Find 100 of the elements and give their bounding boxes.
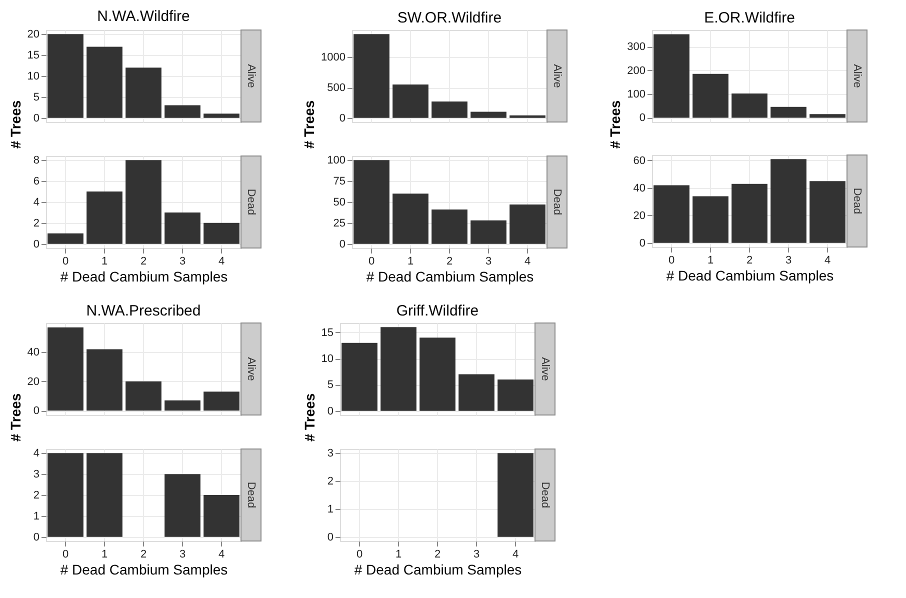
text: Dead <box>245 482 257 508</box>
y-tick-label: 0 <box>33 405 40 418</box>
bar <box>164 400 200 411</box>
bar <box>392 84 428 118</box>
bar <box>510 115 546 118</box>
y-tick-label: 300 <box>627 41 646 54</box>
y-tick-label: 0 <box>639 237 646 250</box>
x-tick-label: 2 <box>140 256 147 268</box>
y-tick-label: 20 <box>27 376 40 388</box>
chart-title: Griff.Wildfire <box>396 302 479 320</box>
bar <box>164 105 200 118</box>
bar <box>48 327 84 411</box>
y-tick-label: 8 <box>33 154 40 167</box>
bar <box>458 374 494 411</box>
text: Alive <box>245 64 257 88</box>
y-axis-title: # Trees <box>607 100 624 149</box>
x-tick-label: 3 <box>179 548 186 560</box>
x-tick-label: 0 <box>62 548 69 560</box>
bar <box>86 349 122 411</box>
x-axis-title: # Dead Cambium Samples <box>354 562 522 578</box>
y-tick-label: 0 <box>33 112 40 124</box>
y-tick-label: 60 <box>633 154 646 167</box>
y-tick-label: 0 <box>639 112 646 124</box>
y-tick-label: 40 <box>27 346 40 359</box>
x-tick-label: 2 <box>434 548 441 560</box>
y-tick-label: 200 <box>627 64 646 77</box>
x-tick-label: 2 <box>140 548 147 560</box>
y-tick-label: 0 <box>327 531 334 544</box>
text: Alive <box>539 357 551 381</box>
bar <box>432 101 468 118</box>
x-tick-label: 3 <box>473 548 480 560</box>
bar <box>342 342 378 411</box>
x-axis-title: # Dead Cambium Samples <box>60 268 228 284</box>
y-tick-label: 1 <box>33 510 40 522</box>
y-tick-label: 100 <box>627 88 646 101</box>
bar <box>48 453 84 537</box>
text: Dead <box>245 188 257 216</box>
y-axis-title: # Trees <box>301 100 318 149</box>
y-tick-label: 0 <box>33 531 40 544</box>
bar <box>732 184 768 243</box>
x-tick-label: 0 <box>356 548 363 560</box>
x-tick-label: 4 <box>218 548 225 560</box>
text: Dead <box>851 188 863 214</box>
x-tick-label: 3 <box>485 256 492 268</box>
y-tick-label: 20 <box>633 210 646 222</box>
x-tick-label: 4 <box>524 256 531 268</box>
bar <box>732 94 768 118</box>
y-axis-title: # Trees <box>301 393 318 442</box>
text: Dead <box>551 188 563 216</box>
y-tick-label: 5 <box>327 379 334 392</box>
y-tick-label: 10 <box>321 353 334 366</box>
chart-title: E.OR.Wildfire <box>704 10 795 26</box>
y-tick-label: 0 <box>339 238 346 250</box>
x-axis-title: # Dead Cambium Samples <box>366 268 534 284</box>
y-tick-label: 100 <box>327 154 346 167</box>
y-axis-title: # Trees <box>7 100 24 149</box>
text: Alive <box>245 357 257 381</box>
x-tick-label: 1 <box>407 256 414 268</box>
y-tick-label: 0 <box>339 112 346 124</box>
y-axis-title: # Trees <box>7 393 24 442</box>
y-tick-label: 20 <box>27 28 40 41</box>
bar <box>470 112 506 118</box>
x-tick-label: 3 <box>785 254 792 266</box>
bar <box>692 196 728 243</box>
chart-title: N.WA.Wildfire <box>97 8 190 26</box>
y-tick-label: 2 <box>33 490 40 502</box>
bar <box>654 185 690 243</box>
x-tick-label: 4 <box>512 548 519 560</box>
y-tick-label: 4 <box>33 448 40 460</box>
y-tick-label: 0 <box>33 238 40 250</box>
x-tick-label: 0 <box>668 254 675 266</box>
text: Alive <box>851 64 863 88</box>
x-axis-title: # Dead Cambium Samples <box>60 562 228 578</box>
y-tick-label: 4 <box>33 196 40 208</box>
bar <box>204 392 240 411</box>
y-tick-label: 50 <box>333 196 346 208</box>
y-tick-label: 75 <box>333 176 346 188</box>
chart-title: N.WA.Prescribed <box>86 302 201 320</box>
x-tick-label: 1 <box>707 254 714 266</box>
x-tick-label: 0 <box>62 256 69 268</box>
bar <box>354 160 390 244</box>
y-tick-label: 500 <box>327 82 346 94</box>
x-tick-label: 2 <box>746 254 753 266</box>
bar <box>86 192 122 244</box>
bar <box>126 68 162 118</box>
bar <box>810 114 846 118</box>
bar <box>126 160 162 244</box>
bar <box>86 46 122 118</box>
bar <box>48 233 84 244</box>
y-tick-label: 3 <box>33 468 40 481</box>
chart-title: SW.OR.Wildfire <box>397 10 502 26</box>
x-tick-label: 4 <box>824 254 831 266</box>
x-tick-label: 3 <box>179 256 186 268</box>
bar <box>354 34 390 118</box>
y-tick-label: 15 <box>321 326 334 339</box>
bar <box>392 194 428 244</box>
y-tick-label: 25 <box>333 217 346 230</box>
bar <box>420 338 456 411</box>
bar <box>204 114 240 118</box>
x-tick-label: 2 <box>446 256 453 268</box>
